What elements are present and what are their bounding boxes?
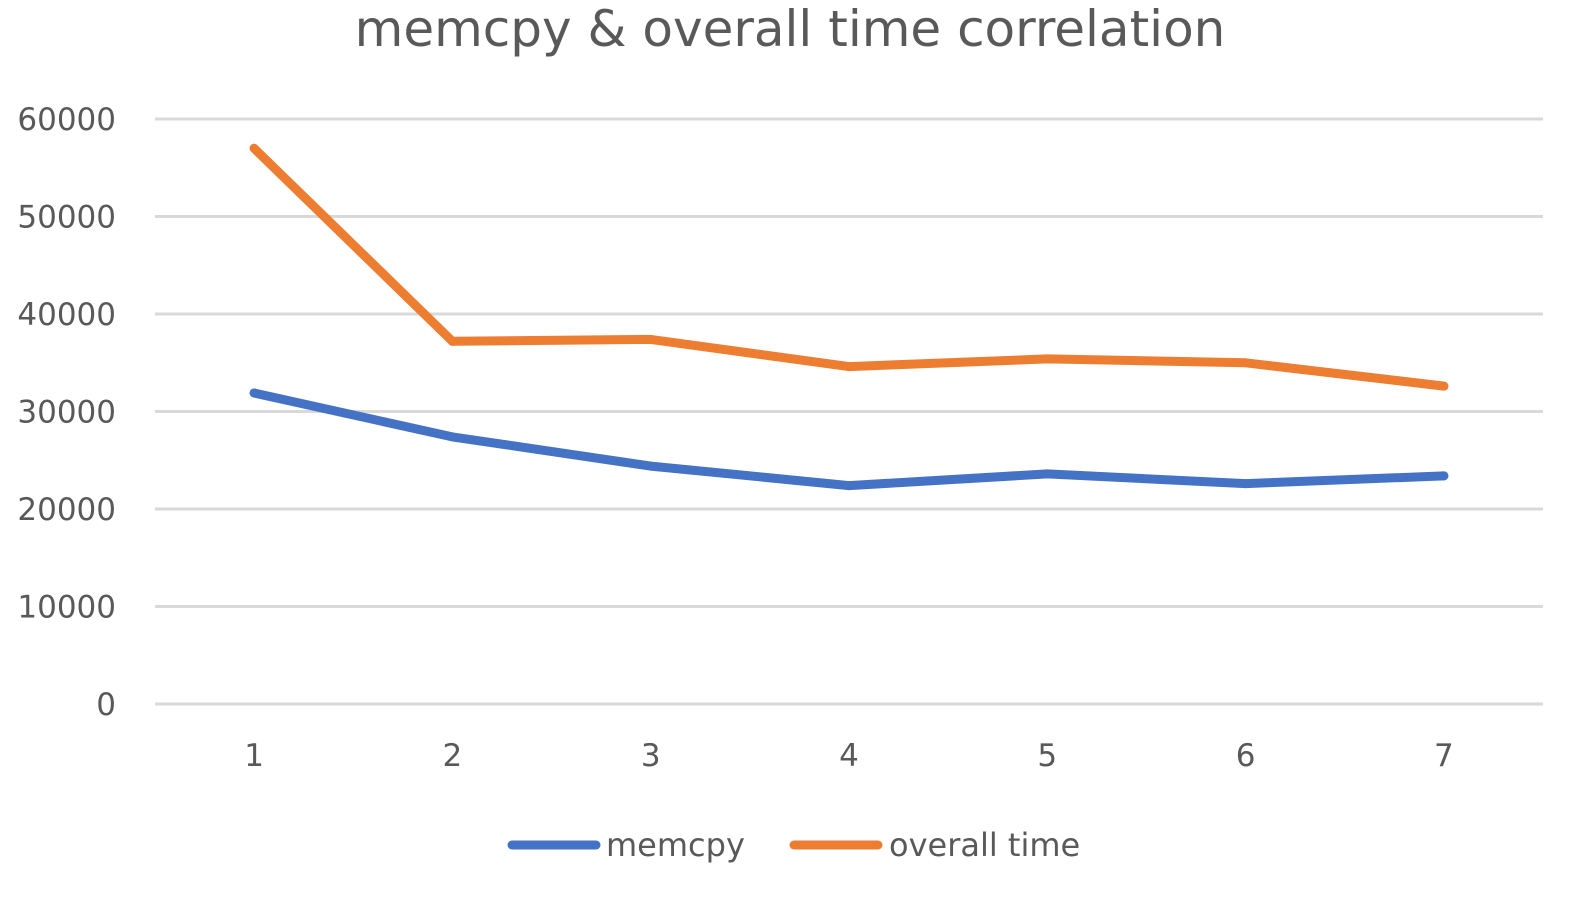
y-tick-label: 30000 — [17, 395, 116, 431]
legend-label: memcpy — [606, 826, 745, 864]
legend-item: overall time — [789, 826, 1080, 864]
data-point — [1439, 381, 1449, 391]
y-tick-label: 50000 — [17, 200, 116, 236]
gridlines — [155, 117, 1543, 706]
data-point — [249, 388, 259, 398]
series-memcpy — [249, 388, 1449, 491]
data-point — [1042, 354, 1052, 364]
series-line — [249, 143, 1449, 391]
data-point — [1439, 471, 1449, 481]
y-tick-label: 60000 — [17, 102, 116, 138]
y-axis-tick-labels: 0 10000 20000 30000 40000 50000 60000 — [17, 102, 116, 723]
series-overall-time — [249, 143, 1449, 391]
x-tick-label: 4 — [839, 738, 859, 774]
y-tick-label: 20000 — [17, 492, 116, 528]
legend-label: overall time — [889, 826, 1080, 864]
x-tick-label: 2 — [443, 738, 463, 774]
data-point — [1042, 469, 1052, 479]
data-point — [646, 461, 656, 471]
data-point — [447, 432, 457, 442]
legend-item: memcpy — [507, 826, 745, 864]
x-tick-label: 5 — [1037, 738, 1057, 774]
data-point — [844, 481, 854, 491]
y-tick-label: 40000 — [17, 297, 116, 333]
data-point — [447, 336, 457, 346]
y-tick-label: 0 — [96, 687, 116, 723]
x-tick-label: 3 — [641, 738, 661, 774]
chart-title: memcpy & overall time correlation — [355, 0, 1226, 58]
series-line — [249, 388, 1449, 491]
x-tick-label: 1 — [244, 738, 264, 774]
y-tick-label: 10000 — [17, 590, 116, 626]
legend: memcpy overall time — [507, 826, 1080, 864]
series-lines — [249, 143, 1449, 491]
data-point — [844, 362, 854, 372]
x-tick-label: 7 — [1434, 738, 1454, 774]
x-axis-tick-labels: 1 2 3 4 5 6 7 — [244, 738, 1453, 774]
data-point — [249, 143, 259, 153]
data-point — [1241, 358, 1251, 368]
x-tick-label: 6 — [1236, 738, 1256, 774]
data-point — [646, 334, 656, 344]
data-point — [1241, 479, 1251, 489]
